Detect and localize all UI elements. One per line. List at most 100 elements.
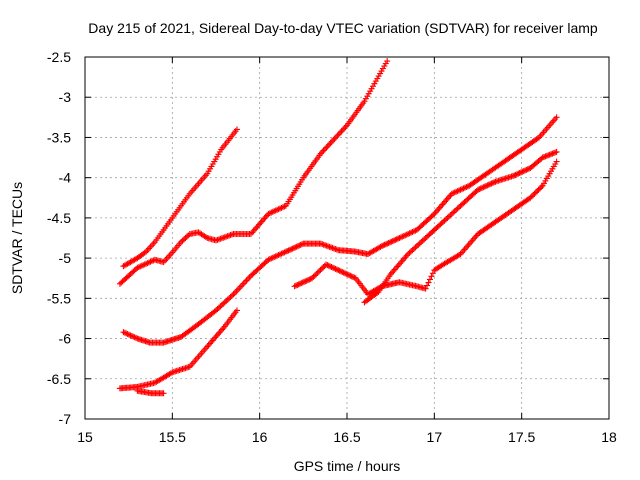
data-point bbox=[325, 262, 332, 269]
data-point bbox=[230, 291, 237, 298]
data-point bbox=[234, 286, 241, 293]
data-point bbox=[335, 131, 342, 138]
data-point bbox=[466, 240, 473, 247]
data-point bbox=[180, 236, 187, 243]
data-point bbox=[374, 289, 381, 296]
data-point bbox=[314, 269, 321, 276]
data-point bbox=[527, 194, 534, 201]
data-point bbox=[294, 282, 301, 289]
y-axis-label: SDTVAR / TECUs bbox=[9, 182, 25, 294]
data-point bbox=[532, 189, 539, 196]
data-point bbox=[292, 244, 299, 251]
x-tick-label: 17.5 bbox=[508, 429, 535, 445]
data-point bbox=[224, 296, 231, 303]
data-point bbox=[464, 243, 471, 250]
plot-frame bbox=[84, 56, 610, 420]
data-point bbox=[342, 123, 349, 130]
data-point bbox=[530, 192, 537, 199]
data-point bbox=[461, 246, 468, 253]
data-point bbox=[522, 167, 529, 174]
data-point bbox=[332, 134, 339, 141]
data-point bbox=[282, 248, 289, 255]
data-point bbox=[348, 273, 355, 280]
data-point bbox=[339, 126, 346, 133]
data-point bbox=[513, 171, 520, 178]
data-point bbox=[553, 114, 560, 121]
y-tick-label: -6.5 bbox=[47, 371, 71, 387]
data-point bbox=[130, 333, 137, 340]
data-point bbox=[469, 237, 476, 244]
data-point bbox=[334, 132, 341, 139]
data-point bbox=[133, 334, 140, 341]
data-point bbox=[226, 295, 233, 302]
data-point bbox=[218, 302, 225, 309]
data-point bbox=[436, 204, 443, 211]
data-point bbox=[255, 221, 262, 228]
y-tick-label: -2.5 bbox=[47, 49, 71, 65]
data-point bbox=[426, 276, 433, 283]
data-point bbox=[491, 179, 498, 186]
data-point bbox=[553, 158, 560, 165]
data-point bbox=[442, 198, 449, 205]
data-point bbox=[512, 171, 519, 178]
data-point bbox=[127, 332, 134, 339]
data-point bbox=[220, 300, 227, 307]
data-point bbox=[346, 272, 353, 279]
data-point bbox=[424, 282, 431, 289]
data-point bbox=[519, 168, 526, 175]
data-point bbox=[380, 242, 387, 249]
data-point bbox=[339, 269, 346, 276]
data-point bbox=[219, 326, 226, 333]
data-point bbox=[128, 332, 135, 339]
data-point bbox=[480, 184, 487, 191]
data-point bbox=[445, 213, 452, 220]
data-point bbox=[217, 303, 224, 310]
data-point bbox=[546, 151, 553, 158]
data-point bbox=[419, 237, 426, 244]
data-point bbox=[215, 304, 222, 311]
data-point bbox=[301, 278, 308, 285]
data-point bbox=[468, 238, 475, 245]
data-point bbox=[245, 275, 252, 282]
series-arc-5 bbox=[134, 387, 167, 397]
data-point bbox=[418, 239, 425, 246]
y-tick-label: -4 bbox=[59, 170, 72, 186]
data-point bbox=[327, 263, 334, 270]
y-tick-labels: -2.5 -3 -3.5 -4 -4.5 -5 -5.5 -6 -6.5 -7 bbox=[47, 49, 71, 427]
data-point bbox=[120, 329, 127, 336]
x-tick-label: 15 bbox=[77, 429, 93, 445]
data-point bbox=[284, 248, 291, 255]
data-point bbox=[509, 173, 516, 180]
data-point bbox=[515, 170, 522, 177]
data-point bbox=[444, 214, 451, 221]
data-point bbox=[528, 193, 535, 200]
series-arc-3 bbox=[120, 114, 560, 346]
data-point bbox=[313, 271, 320, 278]
data-point bbox=[327, 140, 334, 147]
chart-title: Day 215 of 2021, Sidereal Day-to-day VTE… bbox=[88, 20, 598, 36]
data-point bbox=[524, 166, 531, 173]
data-point bbox=[534, 188, 541, 195]
data-point bbox=[488, 180, 495, 187]
x-axis-label: GPS time / hours bbox=[294, 458, 401, 474]
data-point bbox=[285, 247, 292, 254]
data-point bbox=[388, 238, 395, 245]
data-point bbox=[324, 262, 331, 269]
data-point bbox=[298, 280, 305, 287]
data-point bbox=[310, 273, 317, 280]
data-point bbox=[333, 266, 340, 273]
data-point bbox=[447, 212, 454, 219]
data-point bbox=[121, 329, 128, 336]
data-point bbox=[309, 275, 316, 282]
data-point bbox=[331, 135, 338, 142]
data-point bbox=[405, 251, 412, 258]
data-point bbox=[451, 208, 458, 215]
data-point bbox=[438, 203, 445, 210]
data-point bbox=[332, 265, 339, 272]
x-tick-label: 16.5 bbox=[333, 429, 360, 445]
data-point bbox=[381, 241, 388, 248]
data-point bbox=[406, 249, 413, 256]
data-point bbox=[317, 267, 324, 274]
data-point bbox=[385, 239, 392, 246]
data-point bbox=[439, 201, 446, 208]
